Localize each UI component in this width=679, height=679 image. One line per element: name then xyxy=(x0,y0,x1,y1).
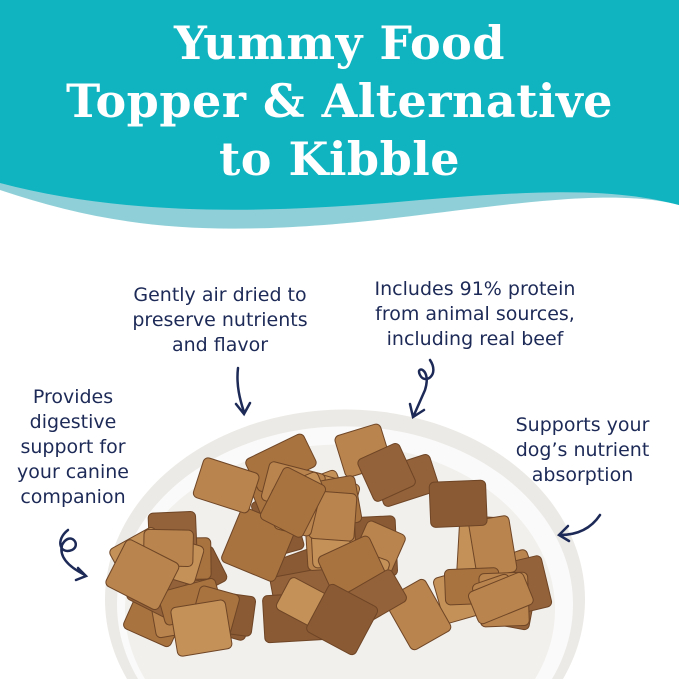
callout-line: Supports your xyxy=(515,414,650,436)
callout-line: your canine xyxy=(17,461,129,483)
food-chunk xyxy=(357,442,416,502)
food-chunk xyxy=(428,479,488,528)
callout-line: from animal sources, xyxy=(375,303,575,325)
callout-line: including real beef xyxy=(386,328,564,350)
food-bowl xyxy=(105,409,586,679)
food-chunk xyxy=(306,583,379,656)
callout-line: support for xyxy=(20,436,126,458)
headline-line: Yummy Food xyxy=(173,16,506,70)
callout-line: and flavor xyxy=(171,334,269,356)
callout-line: Provides xyxy=(32,386,114,408)
callout-line: Gently air dried to xyxy=(133,284,307,306)
callout-line: absorption xyxy=(531,464,634,486)
callout-digestive: Provides digestive support for your cani… xyxy=(0,385,146,510)
callout-absorption: Supports your dog’s nutrient absorption xyxy=(490,413,675,488)
callout-protein: Includes 91% protein from animal sources… xyxy=(350,277,600,352)
callout-line: dog’s nutrient xyxy=(515,439,650,461)
headline-line: Topper & Alternative xyxy=(66,74,613,128)
callout-air-dried: Gently air dried to preserve nutrients a… xyxy=(100,283,340,358)
food-chunk xyxy=(259,467,327,538)
food-chunk xyxy=(192,457,260,514)
food-chunk xyxy=(170,599,233,657)
callout-line: preserve nutrients xyxy=(132,309,308,331)
headline-line: to Kibble xyxy=(219,132,460,186)
callout-line: companion xyxy=(20,486,126,508)
callout-line: digestive xyxy=(29,411,117,433)
food-chunk xyxy=(105,539,180,611)
curly-arrow-icon xyxy=(59,358,602,582)
food-chunks xyxy=(105,423,553,657)
food-chunk xyxy=(467,572,534,625)
headline: Yummy Food Topper & Alternative to Kibbl… xyxy=(0,14,679,188)
header-teal xyxy=(0,0,679,210)
callout-line: Includes 91% protein xyxy=(374,278,576,300)
